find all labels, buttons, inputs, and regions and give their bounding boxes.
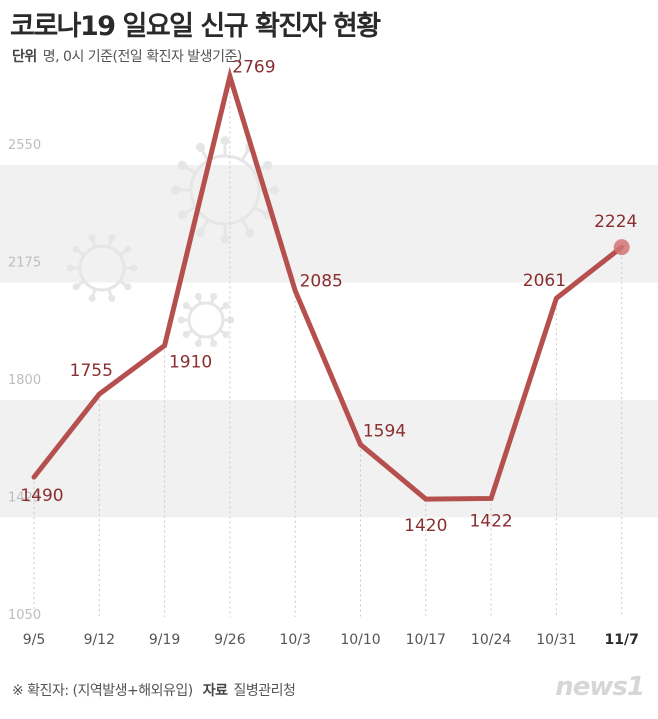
virus-icon [177, 293, 235, 347]
x-tick-label: 9/26 [214, 632, 246, 648]
page-title: 코로나19 일요일 신규 확진자 현황 [10, 11, 381, 42]
data-label: 2085 [300, 272, 343, 292]
unit-text: 명, 0시 기준(전일 확진자 발생기준) [42, 49, 243, 65]
source-label: 자료 [202, 683, 228, 699]
virus-icon [171, 136, 279, 244]
y-tick-label: 2550 [8, 138, 41, 153]
news1-logo: news1 [555, 672, 645, 702]
footer-note: ※ 확진자: (지역발생+해외유입) 자료 질병관리청 [12, 680, 296, 700]
data-label: 2224 [594, 212, 637, 232]
x-tick-label: 11/7 [605, 632, 639, 648]
x-tick-label: 10/24 [471, 632, 511, 648]
data-label: 2061 [523, 271, 566, 291]
footnote: ※ 확진자: (지역발생+해외유입) [12, 683, 193, 699]
virus-decoration [66, 136, 279, 347]
x-tick-label: 10/31 [536, 632, 576, 648]
data-label: 1755 [70, 361, 113, 381]
data-label: 1594 [363, 422, 406, 442]
data-label: 1910 [169, 353, 212, 373]
x-tick-label: 10/10 [340, 632, 380, 648]
x-tick-label: 9/12 [84, 632, 115, 648]
band-upper [0, 165, 658, 283]
x-tick-label: 9/19 [149, 632, 180, 648]
x-tick-label: 10/3 [279, 632, 310, 648]
y-tick-label: 1800 [8, 373, 41, 388]
data-label: 1490 [20, 486, 63, 506]
band-lower [0, 400, 658, 518]
highlight-point [613, 239, 630, 256]
x-tick-label: 10/17 [406, 632, 446, 648]
data-label: 1420 [404, 516, 447, 536]
series-line [31, 66, 625, 502]
data-label: 1422 [469, 511, 512, 531]
virus-icon [66, 234, 138, 302]
unit-label: 단위 [12, 49, 37, 65]
source-text: 질병관리청 [233, 683, 296, 699]
unit-note: 단위 명, 0시 기준(전일 확진자 발생기준) [12, 46, 242, 66]
data-label: 2769 [232, 57, 275, 77]
y-tick-label: 1050 [8, 608, 41, 623]
y-tick-label: 2175 [8, 256, 41, 271]
x-tick-label: 9/5 [23, 632, 46, 648]
y-tick-label: 1425 [8, 491, 41, 506]
